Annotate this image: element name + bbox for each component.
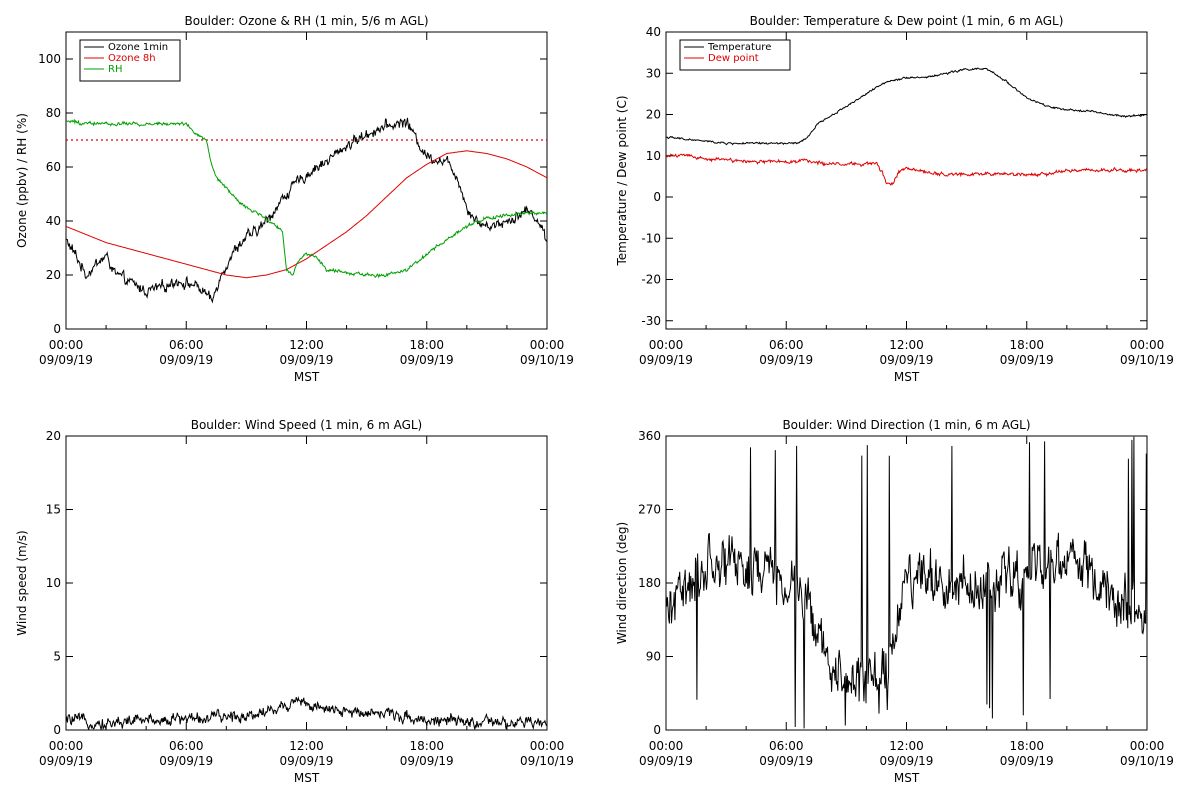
legend-label: Ozone 8h: [108, 53, 156, 64]
y-tick-label: 10: [46, 576, 61, 590]
chart-title: Boulder: Temperature & Dew point (1 min,…: [750, 14, 1064, 28]
y-tick-label: 20: [646, 108, 661, 122]
y-tick-label: -20: [641, 273, 661, 287]
legend-label: RH: [108, 64, 122, 75]
series-line-rh: [66, 118, 547, 279]
y-tick-label: 30: [646, 66, 661, 80]
chart-panel-2: Boulder: Temperature & Dew point (1 min,…: [615, 14, 1174, 384]
y-tick-label: 360: [638, 429, 661, 443]
y-tick-label: 80: [46, 106, 61, 120]
y-tick-label: 180: [638, 576, 661, 590]
x-tick-time: 18:00: [409, 739, 444, 753]
series-line-dew-point: [666, 153, 1147, 186]
x-tick-time: 06:00: [769, 338, 804, 352]
series-line-data: [66, 696, 547, 730]
x-tick-date: 09/09/19: [880, 353, 934, 367]
x-tick-date: 09/09/19: [880, 754, 934, 768]
legend-box: [679, 39, 791, 71]
x-tick-date: 09/09/19: [280, 754, 334, 768]
y-axis-label: Wind direction (deg): [615, 522, 629, 644]
chart-title: Boulder: Ozone & RH (1 min, 5/6 m AGL): [184, 14, 428, 28]
chart-panel-3: Boulder: Wind Speed (1 min, 6 m AGL) MST W…: [15, 418, 574, 785]
y-tick-label: 0: [653, 723, 661, 737]
x-tick-date: 09/10/19: [520, 754, 574, 768]
legend-label: Ozone 1min: [108, 42, 168, 53]
x-tick-time: 06:00: [169, 739, 204, 753]
x-tick-date: 09/09/19: [39, 754, 93, 768]
x-tick-time: 12:00: [889, 739, 924, 753]
y-tick-label: 60: [46, 160, 61, 174]
y-tick-label: 0: [53, 322, 61, 336]
x-tick-date: 09/09/19: [639, 754, 693, 768]
x-tick-date: 09/09/19: [1000, 353, 1054, 367]
x-tick-date: 09/09/19: [159, 353, 213, 367]
y-tick-label: 40: [646, 25, 661, 39]
x-tick-time: 00:00: [49, 739, 84, 753]
series-line-ozone-8h: [66, 150, 547, 279]
x-tick-time: 06:00: [769, 739, 804, 753]
y-tick-label: 270: [638, 503, 661, 517]
x-tick-date: 09/10/19: [1120, 353, 1174, 367]
y-tick-label: 15: [46, 503, 61, 517]
legend-label: Temperature: [707, 42, 771, 53]
x-axis-label: MST: [894, 771, 920, 785]
plot-frame: [665, 31, 1148, 330]
chart-panel-1: Boulder: Ozone & RH (1 min, 5/6 m AGL) MS…: [15, 14, 574, 384]
y-tick-label: -30: [641, 314, 661, 328]
x-tick-time: 18:00: [1009, 739, 1044, 753]
plot-frame: [665, 435, 1148, 731]
x-tick-time: 18:00: [1009, 338, 1044, 352]
y-tick-label: 0: [53, 723, 61, 737]
x-tick-time: 00:00: [649, 739, 684, 753]
x-tick-date: 09/10/19: [1120, 754, 1174, 768]
y-tick-label: 5: [53, 650, 61, 664]
x-tick-date: 09/09/19: [400, 353, 454, 367]
y-axis-label: Ozone (ppbv) / RH (%): [15, 113, 29, 248]
chart-title: Boulder: Wind Direction (1 min, 6 m AGL): [782, 418, 1030, 432]
plot-frame: [65, 435, 548, 731]
x-tick-date: 09/09/19: [1000, 754, 1054, 768]
x-axis-label: MST: [294, 771, 320, 785]
y-tick-label: 20: [46, 429, 61, 443]
x-tick-time: 00:00: [49, 338, 84, 352]
series-line-ozone-1min: [66, 117, 547, 304]
x-tick-date: 09/09/19: [639, 353, 693, 367]
x-tick-time: 12:00: [289, 739, 324, 753]
chart-panel-4: Boulder: Wind Direction (1 min, 6 m AGL)…: [615, 418, 1174, 785]
y-tick-label: 90: [646, 650, 661, 664]
x-tick-date: 09/10/19: [520, 353, 574, 367]
legend-label: Dew point: [708, 53, 759, 64]
x-axis-label: MST: [294, 370, 320, 384]
x-tick-time: 00:00: [530, 338, 565, 352]
x-tick-time: 12:00: [889, 338, 924, 352]
y-axis-label: Temperature / Dew point (C): [615, 95, 629, 266]
y-tick-label: 100: [38, 52, 61, 66]
x-tick-date: 09/09/19: [759, 353, 813, 367]
x-tick-time: 00:00: [530, 739, 565, 753]
x-tick-time: 00:00: [649, 338, 684, 352]
x-axis-label: MST: [894, 370, 920, 384]
x-tick-date: 09/09/19: [759, 754, 813, 768]
x-tick-date: 09/09/19: [159, 754, 213, 768]
x-tick-date: 09/09/19: [400, 754, 454, 768]
x-tick-time: 00:00: [1130, 739, 1165, 753]
y-tick-label: -10: [641, 231, 661, 245]
x-tick-time: 00:00: [1130, 338, 1165, 352]
chart-title: Boulder: Wind Speed (1 min, 6 m AGL): [191, 418, 423, 432]
x-tick-date: 09/09/19: [280, 353, 334, 367]
series-line-temperature: [666, 67, 1147, 146]
y-tick-label: 40: [46, 214, 61, 228]
y-tick-label: 20: [46, 268, 61, 282]
x-tick-date: 09/09/19: [39, 353, 93, 367]
series-line-data: [666, 436, 1147, 729]
x-tick-time: 06:00: [169, 338, 204, 352]
y-tick-label: 0: [653, 190, 661, 204]
x-tick-time: 18:00: [409, 338, 444, 352]
x-tick-time: 12:00: [289, 338, 324, 352]
y-axis-label: Wind speed (m/s): [15, 530, 29, 635]
y-tick-label: 10: [646, 149, 661, 163]
